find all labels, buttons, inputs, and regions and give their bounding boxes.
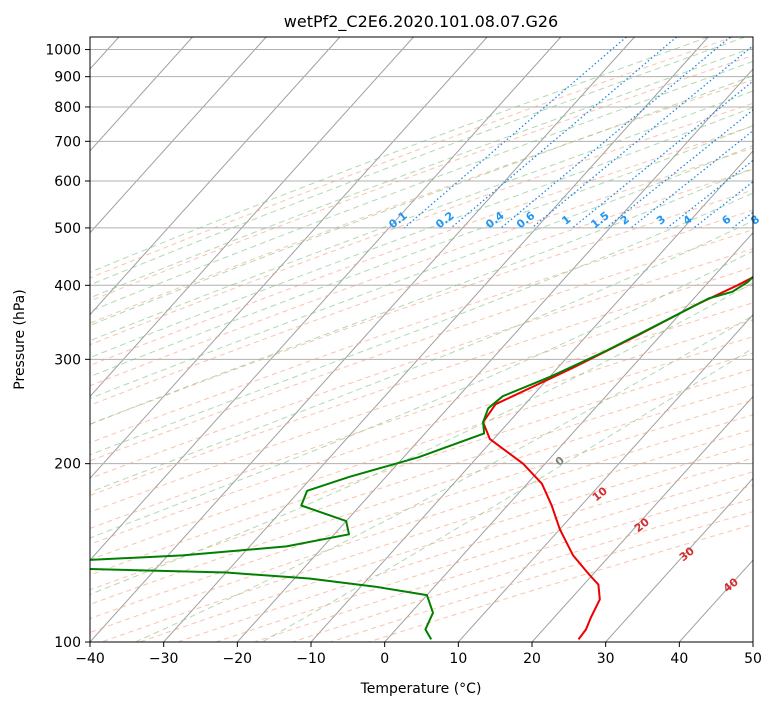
x-tick-label: 50 [744, 651, 762, 667]
isotherm-line [90, 37, 341, 316]
y-tick-label: 800 [54, 100, 81, 116]
x-tick-label: −10 [296, 651, 326, 667]
sounding-series [90, 275, 753, 640]
dry-adiabat-line [90, 125, 753, 367]
moist-adiabat-line [90, 192, 753, 456]
y-tick-label: 700 [54, 134, 81, 150]
moist-adiabat-line [90, 167, 753, 425]
isotherm-line [90, 37, 267, 234]
y-axis-label: Pressure (hPa) [12, 289, 28, 389]
moist-adiabat-line [135, 314, 753, 642]
moist-adiabat-line [90, 37, 709, 273]
mixing-ratio-line [572, 80, 753, 229]
y-tick-label: 900 [54, 70, 81, 86]
x-tick-label: −30 [149, 651, 179, 667]
isotherm-line [163, 37, 709, 642]
isotherm-line [457, 313, 753, 642]
x-tick-label: −40 [75, 651, 105, 667]
dry-adiabat-line [90, 102, 753, 346]
x-tick-label: 30 [597, 651, 615, 667]
x-axis-label: Temperature (°C) [360, 681, 482, 697]
isotherm-line [384, 231, 753, 642]
y-tick-label: 300 [54, 352, 81, 368]
axes: −40 −30 −20 −10 0 10 20 30 40 50 1000 900 800 700 600 5… [45, 43, 762, 667]
mixing-ratio-line [605, 109, 753, 229]
dry-adiabat-line [90, 336, 753, 561]
plot-frame [89, 36, 754, 643]
mixing-ratio-line [666, 159, 753, 229]
dry-adiabat-line [90, 284, 753, 513]
isotherm-line [531, 395, 753, 642]
moist-adiabat-line [90, 250, 753, 539]
dewpoint-profile-line [90, 275, 753, 640]
mixing-ratio-line [630, 129, 753, 229]
moist-adiabat-line [90, 90, 753, 342]
moist-adiabat-line [90, 47, 753, 299]
moist-adiabat-line [90, 106, 753, 359]
x-tick-label: 20 [523, 651, 541, 667]
y-tick-label: 1000 [45, 43, 81, 59]
dry-adiabat-line [90, 302, 753, 529]
dry-adiabat-line [90, 248, 753, 479]
y-tick-label: 100 [54, 635, 81, 651]
y-tick-label: 600 [54, 174, 81, 190]
dry-adiabat-line [90, 37, 734, 279]
isotherm-line [90, 37, 488, 480]
moist-adiabat-line [90, 37, 746, 286]
y-tick-label: 500 [54, 221, 81, 237]
mixing-ratio-line [450, 37, 677, 229]
x-tick-label: −20 [223, 651, 253, 667]
chart-title: wetPf2_C2E6.2020.101.08.07.G26 [284, 12, 558, 32]
x-tick-label: 10 [449, 651, 467, 667]
y-tick-label: 200 [54, 457, 81, 473]
dry-adiabat-line [90, 384, 753, 605]
x-tick-label: 0 [380, 651, 389, 667]
isotherm-line [90, 37, 414, 398]
isotherm-line [90, 37, 562, 561]
mixing-ratio-line [500, 37, 731, 229]
moist-adiabat-line [90, 144, 753, 399]
background-lines [90, 37, 753, 642]
isotherm-line [236, 68, 753, 642]
moist-adiabat-line [261, 347, 753, 642]
isotherm-line [90, 37, 193, 152]
y-tick-label: 400 [54, 278, 81, 294]
x-tick-label: 40 [670, 651, 688, 667]
mixing-ratio-line [403, 37, 627, 229]
moist-adiabat-line [90, 60, 753, 312]
moist-adiabat-line [90, 282, 753, 595]
